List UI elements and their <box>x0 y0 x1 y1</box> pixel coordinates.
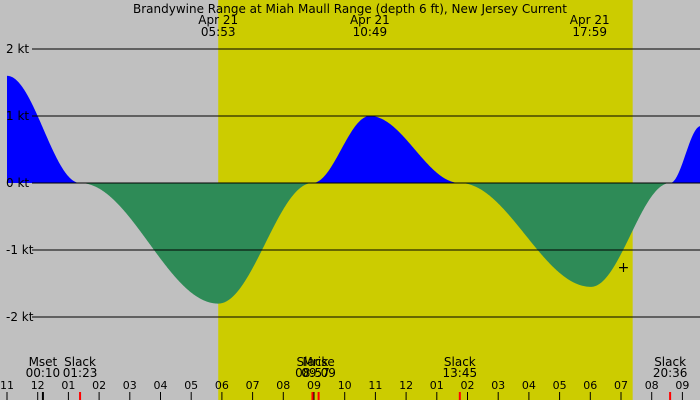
x-tick-label: 06 <box>215 379 229 392</box>
x-tick-label: 07 <box>614 379 628 392</box>
x-tick-label: 05 <box>553 379 567 392</box>
y-tick-label: -2 kt <box>6 310 34 324</box>
bottom-event-labels: Mset00:10Slack01:23Slack08:57Mrise09:09S… <box>26 355 688 380</box>
y-tick-label: 2 kt <box>6 42 29 56</box>
current-marker-group: + <box>618 260 630 276</box>
y-axis-labels: 2 kt 1 kt 0 kt -1 kt -2 kt <box>6 42 34 324</box>
bottom-event-time: 20:36 <box>653 366 688 380</box>
bottom-event-time: 13:45 <box>443 366 478 380</box>
event-tick <box>311 392 314 400</box>
grid-lines <box>32 48 700 318</box>
chart-title: Brandywine Range at Miah Maull Range (de… <box>133 2 567 16</box>
top-event-time: 10:49 <box>353 25 388 39</box>
x-tick-label: 11 <box>368 379 382 392</box>
x-tick-label: 06 <box>583 379 597 392</box>
x-tick-label: 03 <box>491 379 505 392</box>
x-tick-label: 08 <box>645 379 659 392</box>
y-tick-label: 1 kt <box>6 109 29 123</box>
bottom-event-time: 00:10 <box>26 366 61 380</box>
event-tick <box>669 392 672 400</box>
x-tick-label: 01 <box>430 379 444 392</box>
x-tick-label: 04 <box>154 379 168 392</box>
event-tick <box>79 392 82 400</box>
bottom-event-name: Mrise <box>302 355 334 369</box>
x-tick-label: 02 <box>461 379 475 392</box>
x-tick-label: 12 <box>399 379 413 392</box>
event-tick <box>41 392 44 400</box>
bottom-event-time: 08:57 <box>295 366 330 380</box>
x-tick-label: 02 <box>92 379 106 392</box>
x-tick-label: 12 <box>31 379 45 392</box>
bottom-event-time: 01:23 <box>63 366 98 380</box>
x-tick-label: 09 <box>307 379 321 392</box>
bottom-event-name: Slack <box>654 355 686 369</box>
x-axis-ticks: 11 12 01 02 03 04 05 06 07 08 09 10 11 12 01 02 03 04 05 06… <box>0 379 689 400</box>
current-marker: + <box>618 260 630 276</box>
x-tick-label: 09 <box>675 379 689 392</box>
bottom-event-name: Slack <box>64 355 96 369</box>
ebb-area <box>7 183 700 304</box>
top-event-date: Apr 21 <box>570 13 610 27</box>
x-tick-label: 05 <box>184 379 198 392</box>
x-tick-label: 04 <box>522 379 536 392</box>
bottom-event-name: Mset <box>29 355 58 369</box>
event-tick <box>317 392 320 400</box>
x-tick-label: 03 <box>123 379 137 392</box>
bottom-event-name: Slack <box>297 355 329 369</box>
top-event-time: 05:53 <box>201 25 236 39</box>
top-event-time: 17:59 <box>572 25 607 39</box>
x-tick-label: 08 <box>276 379 290 392</box>
x-tick-label: 07 <box>246 379 260 392</box>
bottom-event-time: 09:09 <box>301 366 336 380</box>
top-event-date: Apr 21 <box>198 13 238 27</box>
event-tick <box>458 392 461 400</box>
top-event-date: Apr 21 <box>350 13 390 27</box>
y-tick-label: 0 kt <box>6 176 29 190</box>
y-tick-label: -1 kt <box>6 243 34 257</box>
x-tick-label: 10 <box>338 379 352 392</box>
bottom-event-name: Slack <box>444 355 476 369</box>
x-tick-label: 01 <box>61 379 75 392</box>
x-tick-label: 11 <box>0 379 14 392</box>
flood-area <box>7 75 700 183</box>
